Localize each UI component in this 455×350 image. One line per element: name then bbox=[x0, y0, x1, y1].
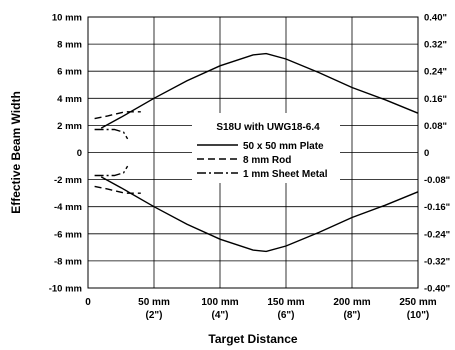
x-tick-sublabel: (2") bbox=[146, 310, 163, 321]
x-tick-label: 250 mm bbox=[399, 297, 436, 308]
y-tick-label-left: -2 mm bbox=[54, 175, 82, 186]
series-line-lower bbox=[94, 185, 141, 194]
series-line-upper bbox=[100, 52, 419, 129]
y-tick-label-left: 6 mm bbox=[57, 67, 82, 78]
y-tick-label-left: 2 mm bbox=[57, 121, 82, 132]
y-tick-label-left: -6 mm bbox=[54, 229, 82, 240]
series-line-lower bbox=[100, 176, 419, 253]
series-line-upper bbox=[94, 128, 129, 140]
legend-label: 1 mm Sheet Metal bbox=[243, 169, 328, 180]
x-tick-label: 50 mm bbox=[138, 297, 170, 308]
y-tick-label-right: -0.40" bbox=[424, 284, 450, 295]
y-tick-label-right: -0.16" bbox=[424, 202, 450, 213]
x-tick-sublabel: (4") bbox=[212, 310, 229, 321]
legend: S18U with UWG18-6.4 50 x 50 mm Plate 8 mm… bbox=[192, 113, 340, 183]
tick-labels: 10 mm 8 mm 6 mm 4 mm 2 mm 0 -2 mm -4 mm -6 mm -8 … bbox=[49, 13, 450, 322]
y-tick-label-right: -0.24" bbox=[424, 229, 450, 240]
y-tick-label-left: 8 mm bbox=[57, 40, 82, 51]
y-tick-label-right: 0.40" bbox=[424, 13, 447, 24]
y-tick-label-left: -10 mm bbox=[49, 284, 82, 295]
y-tick-label-right: -0.32" bbox=[424, 256, 450, 267]
y-tick-label-left: 0 bbox=[77, 148, 82, 159]
y-tick-label-right: 0 bbox=[424, 148, 429, 159]
series-line-upper bbox=[94, 111, 141, 120]
legend-background bbox=[192, 113, 340, 183]
y-tick-label-right: 0.08" bbox=[424, 121, 447, 132]
series-line-lower bbox=[94, 165, 129, 177]
y-tick-label-right: -0.08" bbox=[424, 175, 450, 186]
x-tick-label: 200 mm bbox=[333, 297, 370, 308]
legend-label: 50 x 50 mm Plate bbox=[243, 141, 324, 152]
x-tick-label: 150 mm bbox=[267, 297, 304, 308]
plot-frame bbox=[87, 16, 419, 289]
legend-entries: 50 x 50 mm Plate 8 mm Rod 1 mm Sheet Metal bbox=[197, 141, 328, 180]
y-axis-title: Effective Beam Width bbox=[9, 91, 23, 214]
x-tick-label: 100 mm bbox=[201, 297, 238, 308]
y-tick-label-left: -4 mm bbox=[54, 202, 82, 213]
y-tick-label-right: 0.16" bbox=[424, 94, 447, 105]
y-tick-label-right: 0.24" bbox=[424, 67, 447, 78]
x-tick-label: 0 bbox=[85, 297, 91, 308]
x-tick-sublabel: (8") bbox=[344, 310, 361, 321]
y-tick-label-left: -8 mm bbox=[54, 256, 82, 267]
x-axis-title: Target Distance bbox=[208, 332, 297, 346]
x-tick-sublabel: (10") bbox=[407, 310, 430, 321]
y-tick-label-right: 0.32" bbox=[424, 40, 447, 51]
series-lines bbox=[94, 52, 419, 253]
x-tick-sublabel: (6") bbox=[278, 310, 295, 321]
y-tick-label-left: 4 mm bbox=[57, 94, 82, 105]
y-tick-label-left: 10 mm bbox=[52, 13, 82, 24]
legend-label: 8 mm Rod bbox=[243, 155, 291, 166]
chart-title: S18U with UWG18-6.4 bbox=[216, 122, 320, 133]
